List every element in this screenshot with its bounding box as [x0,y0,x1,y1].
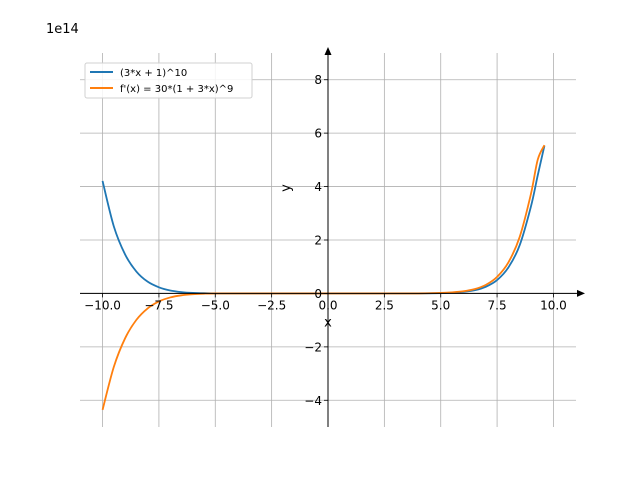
x-tick-label-8: 10.0 [540,298,567,312]
y-tick-label-0: −4 [304,394,322,408]
y-tick-label-6: 8 [314,73,322,87]
x-axis-label: x [324,315,332,330]
x-tick-label-5: 2.5 [375,298,394,312]
x-tick-label-1: −7.5 [144,298,173,312]
legend: (3*x + 1)^10 f'(x) = 30*(1 + 3*x)^9 [84,62,253,99]
y-axis-arrow [324,47,332,55]
x-tick-label-0: −10.0 [84,298,121,312]
y-axis-label: y [279,184,294,192]
series-line-1 [101,144,546,411]
legend-label-1: f'(x) = 30*(1 + 3*x)^9 [120,84,233,95]
x-ticks: −10.0 −7.5 −5.0 −2.5 0.0 2.5 5.0 7.5 10.0 [84,293,567,312]
y-offset-label: 1e14 [46,22,79,37]
x-tick-label-2: −5.0 [201,298,230,312]
y-ticks: −4 −2 0 2 4 6 8 [304,73,328,408]
y-tick-label-3: 2 [314,234,322,248]
y-tick-label-5: 6 [314,127,322,141]
x-tick-label-7: 7.5 [488,298,507,312]
x-tick-label-3: −2.5 [257,298,286,312]
x-tick-label-4: 0.0 [318,298,337,312]
y-tick-label-2: 0 [314,287,322,301]
y-tick-label-4: 4 [314,180,322,194]
x-tick-label-6: 5.0 [431,298,450,312]
series-line-0 [101,145,546,295]
legend-label-0: (3*x + 1)^10 [120,68,187,79]
axes [80,47,585,427]
y-tick-label-1: −2 [304,340,322,354]
x-axis-arrow [577,289,585,297]
series-layer [101,144,546,411]
